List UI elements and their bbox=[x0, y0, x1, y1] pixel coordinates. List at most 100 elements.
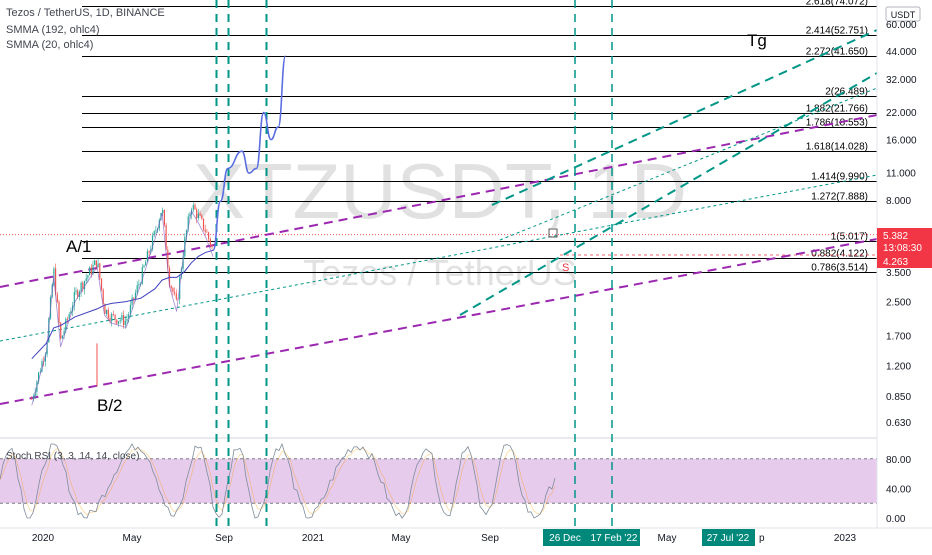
candle-body bbox=[111, 313, 113, 322]
candle-body bbox=[170, 286, 172, 289]
time-marker-label-2-bg bbox=[588, 529, 640, 546]
candle-body bbox=[41, 361, 43, 372]
fib-label-4: 1.882(21.766) bbox=[806, 104, 868, 115]
projection-path[interactable] bbox=[212, 55, 558, 252]
current-price-tag bbox=[877, 228, 932, 254]
time-tick-2: Sep bbox=[215, 533, 233, 544]
indicator-smma-20[interactable]: SMMA (20, ohlc4) bbox=[6, 39, 94, 51]
currency-badge-box[interactable] bbox=[885, 6, 921, 22]
price-tick-1: 60.000 bbox=[886, 20, 917, 31]
candle-body bbox=[32, 395, 35, 400]
trend-green-dotted-1 bbox=[0, 174, 878, 342]
candle-body bbox=[155, 230, 157, 232]
candle-body bbox=[206, 231, 208, 233]
candle-body bbox=[167, 250, 169, 269]
candle-body bbox=[148, 251, 150, 253]
candle-body bbox=[104, 304, 106, 314]
candle-body bbox=[185, 230, 188, 237]
time-tick-5: Sep bbox=[481, 533, 499, 544]
time-axis[interactable]: 26 Dec 17 Feb '22 27 Jul '22 p 2020 May Se… bbox=[0, 527, 932, 546]
fib-label-1: 2.414(52.751) bbox=[806, 26, 868, 37]
annotation-target: Tg bbox=[747, 31, 767, 50]
annotation-point-a: A/1 bbox=[66, 237, 92, 256]
fib-label-7: 1.414(9.990) bbox=[811, 172, 868, 183]
watermark-ticker: XTZUSDT, 1D bbox=[193, 147, 687, 235]
candle-body bbox=[141, 267, 143, 284]
fib-label-11: 0.786(3.514) bbox=[811, 263, 868, 274]
candle-body bbox=[89, 267, 91, 276]
time-marker-lines[interactable] bbox=[215, 0, 613, 528]
candle-body bbox=[208, 232, 210, 239]
fib-label-10: 0.882(4.122) bbox=[811, 249, 868, 260]
candle-body bbox=[151, 235, 154, 250]
stoch-d-line bbox=[0, 448, 556, 516]
current-price-value: 5.382 bbox=[883, 231, 908, 242]
symbol-title[interactable]: Tezos / TetherUS, 1D, BINANCE bbox=[6, 7, 165, 19]
smma-lines bbox=[31, 209, 214, 406]
fib-levels[interactable]: 2.618(74.072) 2.414(52.751) 2.272(41.650) 2… bbox=[82, 0, 877, 274]
candle-body bbox=[31, 398, 33, 400]
price-tick-10: 1.700 bbox=[886, 331, 911, 342]
projection-anchor bbox=[548, 228, 558, 238]
candle-body bbox=[66, 318, 69, 320]
candle-body bbox=[162, 209, 164, 213]
price-tick-6: 11.000 bbox=[886, 168, 916, 179]
candle-body bbox=[112, 313, 115, 315]
price-axis[interactable]: USDT 5.382 13:08:30 4.263 60.000 44.000 32… bbox=[876, 0, 932, 528]
candle-body bbox=[209, 238, 211, 246]
fib-label-6: 1.618(14.028) bbox=[806, 142, 868, 153]
candle-body bbox=[56, 294, 58, 302]
time-marker-label-2: 17 Feb '22 bbox=[591, 533, 638, 544]
candle-body bbox=[146, 251, 149, 262]
oscillator-tick-2: 0.00 bbox=[886, 514, 906, 525]
candle-body bbox=[187, 216, 189, 231]
candle-body bbox=[165, 224, 167, 251]
candle-body bbox=[63, 330, 65, 336]
candle-body bbox=[134, 292, 137, 300]
candle-body bbox=[124, 320, 126, 326]
price-tick-3: 32.000 bbox=[886, 75, 917, 86]
candle-body bbox=[189, 214, 191, 217]
candle-body bbox=[44, 354, 47, 362]
time-tick-4: May bbox=[392, 533, 411, 544]
price-tick-11: 1.200 bbox=[886, 362, 911, 373]
time-marker-label-1-bg bbox=[543, 529, 588, 546]
fib-label-2: 2.272(41.650) bbox=[806, 47, 868, 58]
stoch-k-line bbox=[0, 442, 556, 519]
candle-body bbox=[102, 289, 104, 305]
price-tag-2-value: 4.263 bbox=[883, 257, 908, 268]
candle-body bbox=[58, 301, 60, 323]
candle-body bbox=[87, 275, 89, 279]
trend-green-1 bbox=[459, 72, 878, 316]
price-tick-4: 22.000 bbox=[886, 108, 917, 119]
oscillator-pane[interactable]: 80.00 40.00 0.00 bbox=[0, 437, 911, 525]
candle-body bbox=[175, 293, 177, 299]
candle-body bbox=[182, 256, 184, 269]
time-marker-label-1: 26 Dec bbox=[549, 533, 581, 544]
candle-body bbox=[80, 282, 82, 292]
candle-body bbox=[90, 267, 92, 274]
time-tick-0: 2020 bbox=[32, 533, 55, 544]
currency-badge[interactable]: USDT bbox=[891, 10, 916, 20]
indicator-smma-192[interactable]: SMMA (192, ohlc4) bbox=[6, 24, 100, 36]
smma-20-line bbox=[31, 209, 214, 406]
price-tick-12: 0.850 bbox=[886, 392, 911, 403]
candle-body bbox=[119, 320, 121, 322]
channel-lines[interactable] bbox=[0, 29, 878, 405]
candle-body bbox=[106, 309, 108, 314]
candle-body bbox=[109, 318, 111, 322]
fib-label-9: 1(5.017) bbox=[831, 232, 868, 243]
price-tick-7: 8.000 bbox=[886, 196, 911, 207]
candle-body bbox=[55, 268, 57, 295]
fib-label-3: 2(26.489) bbox=[825, 87, 868, 98]
candle-body bbox=[136, 285, 138, 293]
fib-label-0: 2.618(74.072) bbox=[806, 0, 868, 8]
candle-body bbox=[197, 213, 200, 219]
candle-body bbox=[60, 322, 62, 339]
candle-body bbox=[133, 297, 135, 300]
candle-body bbox=[95, 260, 98, 267]
candle-body bbox=[131, 297, 133, 306]
candle-body bbox=[116, 319, 118, 324]
